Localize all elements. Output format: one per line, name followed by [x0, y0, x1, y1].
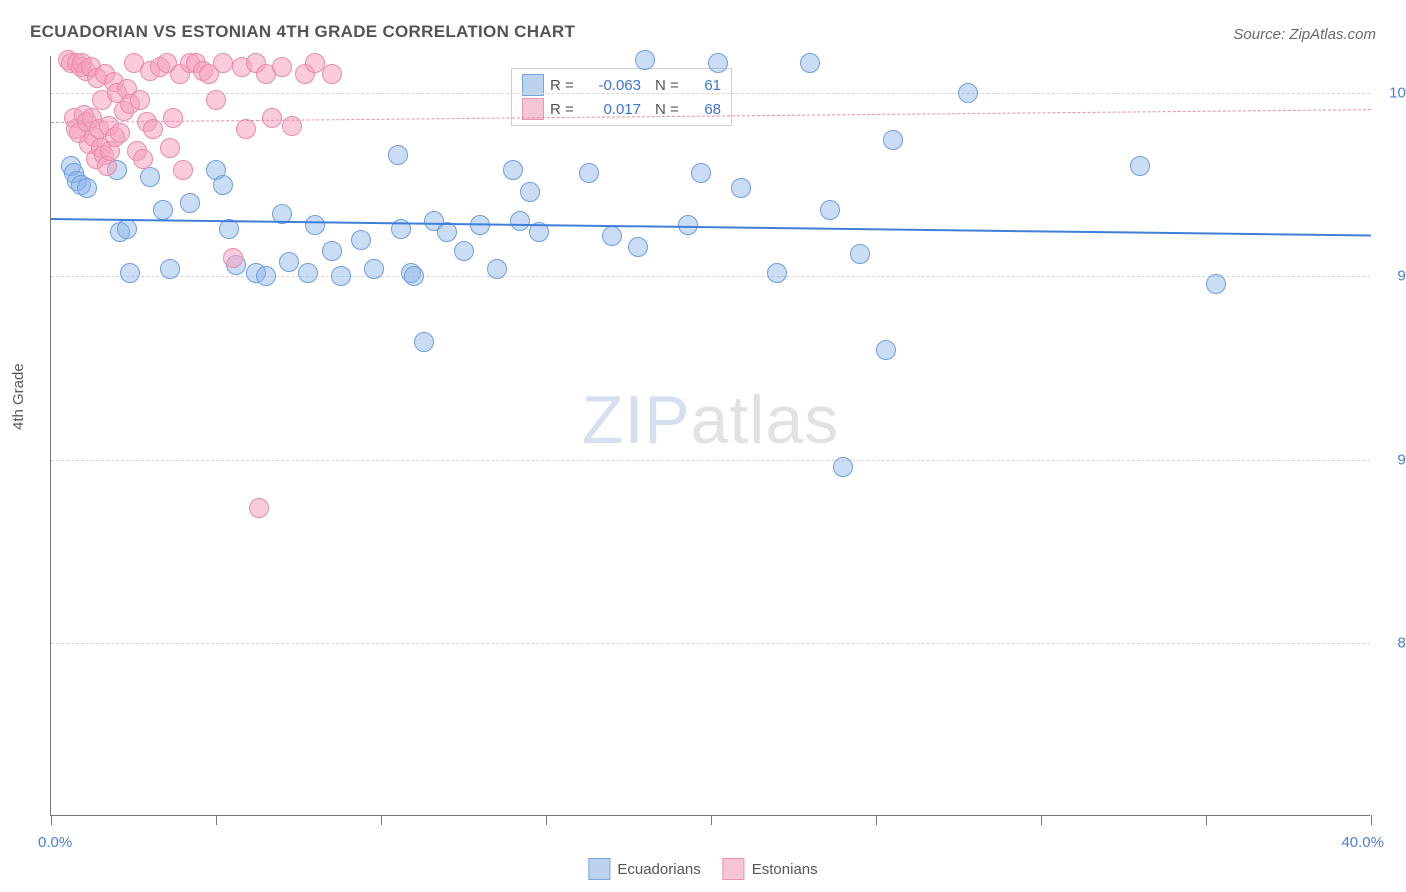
watermark-zip: ZIP [582, 382, 691, 458]
data-point-ecuadorians [388, 145, 408, 165]
data-point-ecuadorians [404, 266, 424, 286]
data-point-ecuadorians [708, 53, 728, 73]
data-point-ecuadorians [731, 178, 751, 198]
r-value-estonians: 0.017 [586, 101, 641, 118]
source-credit: Source: ZipAtlas.com [1233, 26, 1376, 43]
data-point-ecuadorians [833, 457, 853, 477]
data-point-estonians [249, 498, 269, 518]
data-point-estonians [130, 90, 150, 110]
r-label: R = [550, 101, 580, 118]
watermark-atlas: atlas [691, 382, 840, 458]
x-tick [711, 815, 712, 825]
data-point-ecuadorians [510, 211, 530, 231]
data-point-ecuadorians [579, 163, 599, 183]
n-label: N = [655, 77, 685, 94]
data-point-ecuadorians [691, 163, 711, 183]
data-point-ecuadorians [153, 200, 173, 220]
data-point-ecuadorians [213, 175, 233, 195]
x-tick [546, 815, 547, 825]
legend-series: Ecuadorians Estonians [588, 858, 817, 880]
r-value-ecuadorians: -0.063 [586, 77, 641, 94]
data-point-ecuadorians [331, 266, 351, 286]
data-point-ecuadorians [256, 266, 276, 286]
data-point-ecuadorians [120, 263, 140, 283]
data-point-ecuadorians [678, 215, 698, 235]
data-point-ecuadorians [305, 215, 325, 235]
y-tick-label: 85.0% [1380, 635, 1406, 652]
data-point-estonians [133, 149, 153, 169]
data-point-ecuadorians [414, 332, 434, 352]
legend-label-ecuadorians: Ecuadorians [617, 861, 700, 878]
x-tick [216, 815, 217, 825]
trend-line-ecuadorians [51, 218, 1371, 237]
data-point-ecuadorians [279, 252, 299, 272]
data-point-ecuadorians [298, 263, 318, 283]
data-point-estonians [213, 53, 233, 73]
data-point-estonians [236, 119, 256, 139]
data-point-ecuadorians [160, 259, 180, 279]
data-point-ecuadorians [800, 53, 820, 73]
data-point-ecuadorians [850, 244, 870, 264]
data-point-ecuadorians [635, 50, 655, 70]
data-point-ecuadorians [602, 226, 622, 246]
data-point-estonians [272, 57, 292, 77]
data-point-ecuadorians [883, 130, 903, 150]
data-point-ecuadorians [454, 241, 474, 261]
data-point-ecuadorians [322, 241, 342, 261]
data-point-estonians [223, 248, 243, 268]
x-tick-label-max: 40.0% [1341, 834, 1384, 851]
y-tick-label: 95.0% [1380, 268, 1406, 285]
y-axis-label: 4th Grade [10, 363, 27, 430]
data-point-ecuadorians [1130, 156, 1150, 176]
r-label: R = [550, 77, 580, 94]
data-point-estonians [262, 108, 282, 128]
x-tick [1371, 815, 1372, 825]
x-tick-label-min: 0.0% [38, 834, 72, 851]
data-point-ecuadorians [180, 193, 200, 213]
source-name: ZipAtlas.com [1289, 26, 1376, 43]
x-tick [381, 815, 382, 825]
data-point-ecuadorians [503, 160, 523, 180]
data-point-ecuadorians [140, 167, 160, 187]
legend-item-estonians: Estonians [723, 858, 818, 880]
data-point-ecuadorians [351, 230, 371, 250]
data-point-ecuadorians [364, 259, 384, 279]
data-point-ecuadorians [487, 259, 507, 279]
data-point-estonians [163, 108, 183, 128]
legend-label-estonians: Estonians [752, 861, 818, 878]
data-point-ecuadorians [437, 222, 457, 242]
data-point-estonians [110, 123, 130, 143]
x-tick [876, 815, 877, 825]
y-tick-label: 100.0% [1380, 84, 1406, 101]
gridline-h [51, 643, 1370, 644]
data-point-ecuadorians [876, 340, 896, 360]
legend-item-ecuadorians: Ecuadorians [588, 858, 700, 880]
data-point-ecuadorians [77, 178, 97, 198]
plot-area: ZIPatlas R = -0.063 N = 61 R = 0.017 N =… [50, 56, 1370, 816]
data-point-ecuadorians [628, 237, 648, 257]
data-point-ecuadorians [820, 200, 840, 220]
data-point-estonians [143, 119, 163, 139]
data-point-estonians [173, 160, 193, 180]
swatch-estonians [723, 858, 745, 880]
chart-title: ECUADORIAN VS ESTONIAN 4TH GRADE CORRELA… [30, 22, 575, 42]
x-tick [51, 815, 52, 825]
watermark: ZIPatlas [582, 381, 839, 459]
data-point-ecuadorians [1206, 274, 1226, 294]
x-tick [1041, 815, 1042, 825]
x-tick [1206, 815, 1207, 825]
data-point-ecuadorians [958, 83, 978, 103]
gridline-h [51, 93, 1370, 94]
data-point-estonians [160, 138, 180, 158]
y-tick-label: 90.0% [1380, 451, 1406, 468]
gridline-h [51, 460, 1370, 461]
source-prefix: Source: [1233, 26, 1289, 43]
data-point-ecuadorians [767, 263, 787, 283]
data-point-ecuadorians [117, 219, 137, 239]
data-point-ecuadorians [520, 182, 540, 202]
data-point-estonians [322, 64, 342, 84]
swatch-ecuadorians [588, 858, 610, 880]
data-point-estonians [206, 90, 226, 110]
n-value-ecuadorians: 61 [691, 77, 721, 94]
